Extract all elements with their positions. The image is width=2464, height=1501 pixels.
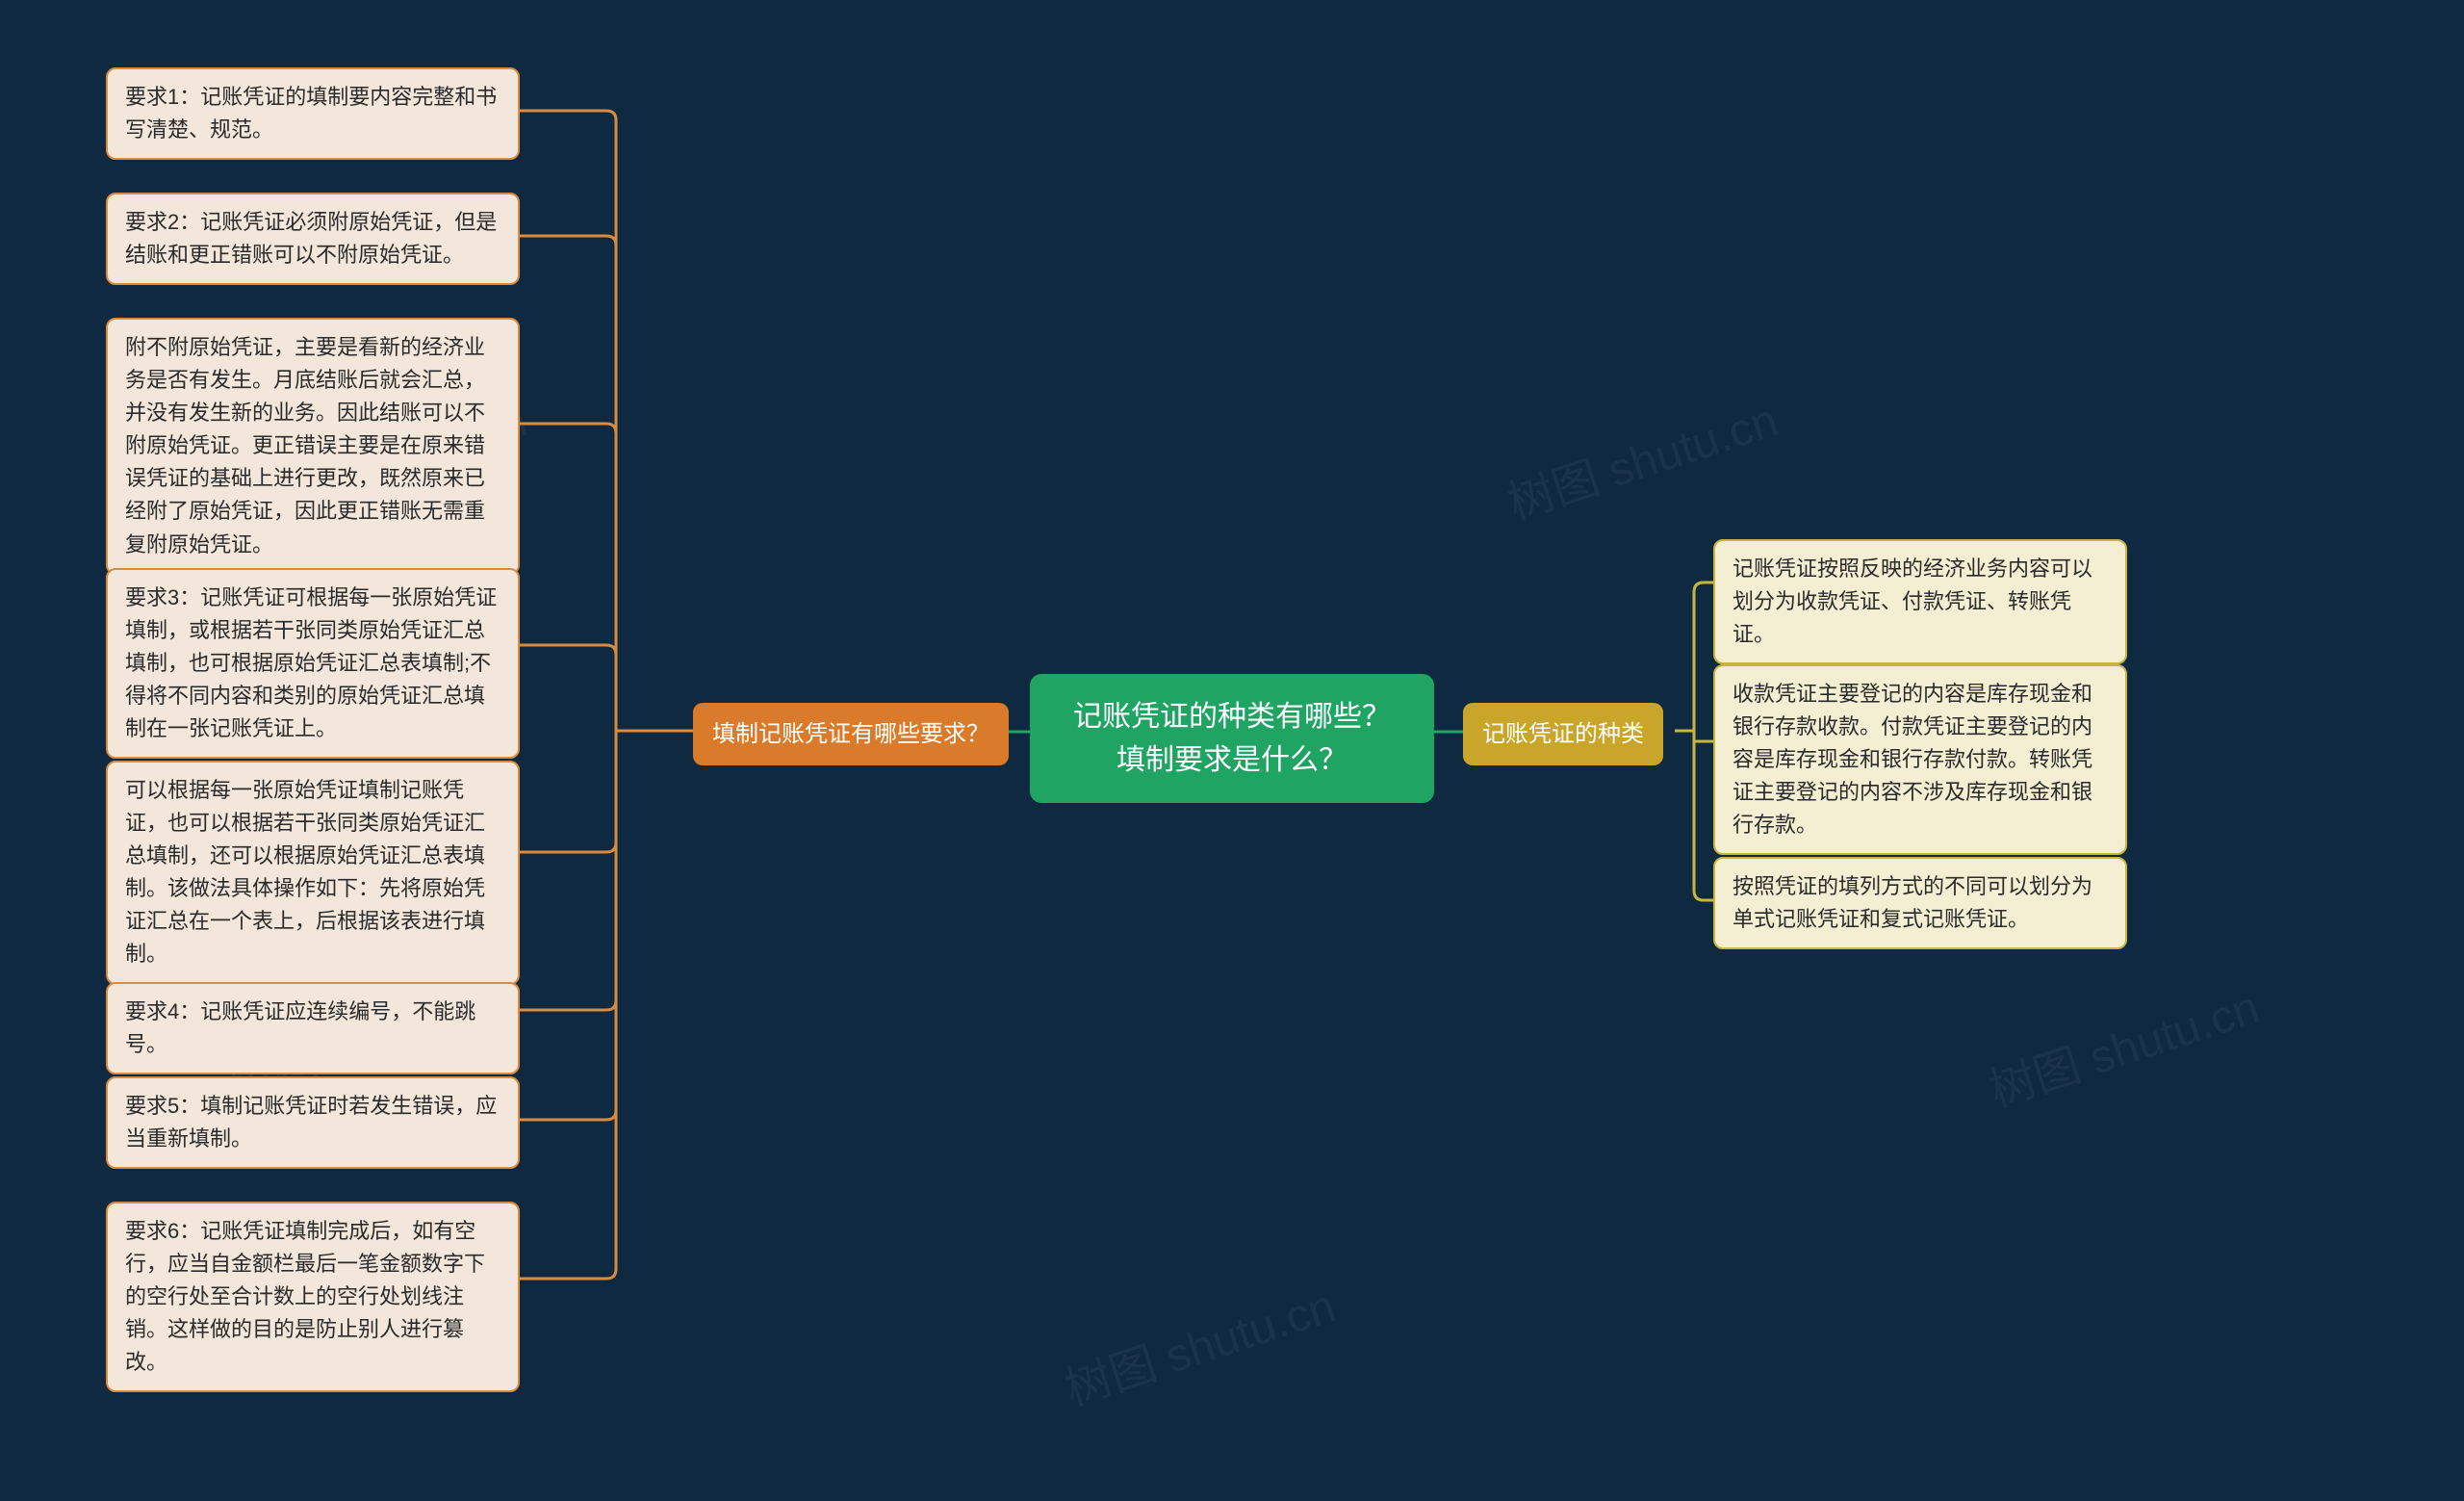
conn-l-4 xyxy=(520,731,616,852)
leaf-text: 按照凭证的填列方式的不同可以划分为单式记账凭证和复式记账凭证。 xyxy=(1732,874,2092,931)
watermark-text: 树图 shutu.cn xyxy=(1984,982,2266,1117)
leaf-text: 可以根据每一张原始凭证填制记账凭证，也可以根据若干张同类原始凭证汇总填制，还可以… xyxy=(125,778,485,966)
leaf-text: 要求6：记账凭证填制完成后，如有空行，应当自金额栏最后一笔金额数字下的空行处至合… xyxy=(125,1219,485,1374)
leaf-text: 要求2：记账凭证必须附原始凭证，但是结账和更正错账可以不附原始凭证。 xyxy=(125,210,497,267)
leaf-left-3[interactable]: 要求3：记账凭证可根据每一张原始凭证填制，或根据若干张同类原始凭证汇总填制，也可… xyxy=(106,568,520,759)
conn-l-2 xyxy=(520,424,616,731)
leaf-text: 要求4：记账凭证应连续编号，不能跳号。 xyxy=(125,999,475,1056)
leaf-left-4[interactable]: 可以根据每一张原始凭证填制记账凭证，也可以根据若干张同类原始凭证汇总填制，还可以… xyxy=(106,761,520,985)
leaf-left-6[interactable]: 要求5：填制记账凭证时若发生错误，应当重新填制。 xyxy=(106,1076,520,1169)
leaf-text: 要求1：记账凭证的填制要内容完整和书写清楚、规范。 xyxy=(125,85,497,142)
conn-l-3 xyxy=(520,645,616,731)
watermark-text: 树图 shutu.cn xyxy=(1060,1281,1342,1415)
leaf-left-1[interactable]: 要求2：记账凭证必须附原始凭证，但是结账和更正错账可以不附原始凭证。 xyxy=(106,193,520,285)
branch-right[interactable]: 记账凭证的种类 xyxy=(1463,703,1663,765)
leaf-text: 附不附原始凭证，主要是看新的经济业务是否有发生。月底结账后就会汇总，并没有发生新… xyxy=(125,335,485,556)
leaf-text: 收款凭证主要登记的内容是库存现金和银行存款收款。付款凭证主要登记的内容是库存现金… xyxy=(1732,682,2092,837)
leaf-text: 要求3：记账凭证可根据每一张原始凭证填制，或根据若干张同类原始凭证汇总填制，也可… xyxy=(125,585,497,740)
leaf-right-1[interactable]: 收款凭证主要登记的内容是库存现金和银行存款收款。付款凭证主要登记的内容是库存现金… xyxy=(1713,664,2127,855)
branch-left[interactable]: 填制记账凭证有哪些要求？ xyxy=(693,703,1009,765)
root-node[interactable]: 记账凭证的种类有哪些？填制要求是什么？ xyxy=(1030,674,1434,803)
conn-l-0 xyxy=(520,111,616,731)
leaf-left-5[interactable]: 要求4：记账凭证应连续编号，不能跳号。 xyxy=(106,982,520,1074)
conn-l-1 xyxy=(520,236,616,731)
watermark-text: 树图 shutu.cn xyxy=(1502,395,1784,530)
conn-l-7 xyxy=(520,731,616,1279)
branch-right-text: 记账凭证的种类 xyxy=(1482,721,1644,747)
leaf-text: 记账凭证按照反映的经济业务内容可以划分为收款凭证、付款凭证、转账凭证。 xyxy=(1732,556,2092,646)
connector-left-spine xyxy=(606,111,616,1279)
leaf-left-7[interactable]: 要求6：记账凭证填制完成后，如有空行，应当自金额栏最后一笔金额数字下的空行处至合… xyxy=(106,1202,520,1392)
conn-r-1 xyxy=(1694,731,1713,741)
leaf-right-2[interactable]: 按照凭证的填列方式的不同可以划分为单式记账凭证和复式记账凭证。 xyxy=(1713,857,2127,949)
leaf-left-0[interactable]: 要求1：记账凭证的填制要内容完整和书写清楚、规范。 xyxy=(106,67,520,160)
watermark: 树图 shutu.cn xyxy=(1055,1268,1342,1418)
watermark: 树图 shutu.cn xyxy=(1498,382,1784,532)
leaf-right-0[interactable]: 记账凭证按照反映的经济业务内容可以划分为收款凭证、付款凭证、转账凭证。 xyxy=(1713,539,2127,664)
branch-left-text: 填制记账凭证有哪些要求？ xyxy=(712,721,989,747)
conn-l-6 xyxy=(520,731,616,1120)
conn-r-2 xyxy=(1694,731,1713,900)
watermark: 树图 shutu.cn xyxy=(1979,970,2266,1120)
conn-r-0 xyxy=(1694,582,1713,731)
conn-l-5 xyxy=(520,731,616,1010)
leaf-left-2[interactable]: 附不附原始凭证，主要是看新的经济业务是否有发生。月底结账后就会汇总，并没有发生新… xyxy=(106,318,520,575)
leaf-text: 要求5：填制记账凭证时若发生错误，应当重新填制。 xyxy=(125,1094,497,1151)
root-text: 记账凭证的种类有哪些？填制要求是什么？ xyxy=(1073,701,1391,776)
